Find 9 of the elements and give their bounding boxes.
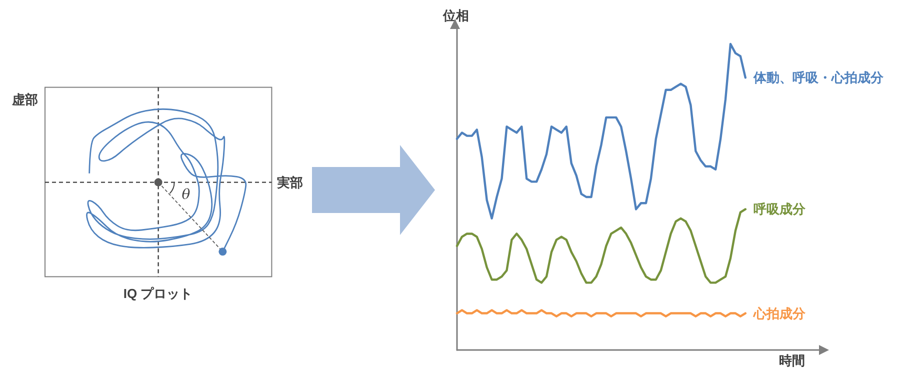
text: 実部: [276, 175, 303, 190]
text: 虚部: [11, 92, 38, 107]
text: IQ プロット: [123, 286, 193, 301]
series-label: 心拍成分: [752, 306, 806, 321]
text: θ: [182, 187, 191, 203]
series-label: 体動、呼吸・心拍成分: [752, 70, 884, 86]
x-axis-title: 時間: [779, 353, 805, 368]
y-axis-title: 位相: [442, 8, 469, 23]
series-label: 呼吸成分: [753, 202, 806, 217]
